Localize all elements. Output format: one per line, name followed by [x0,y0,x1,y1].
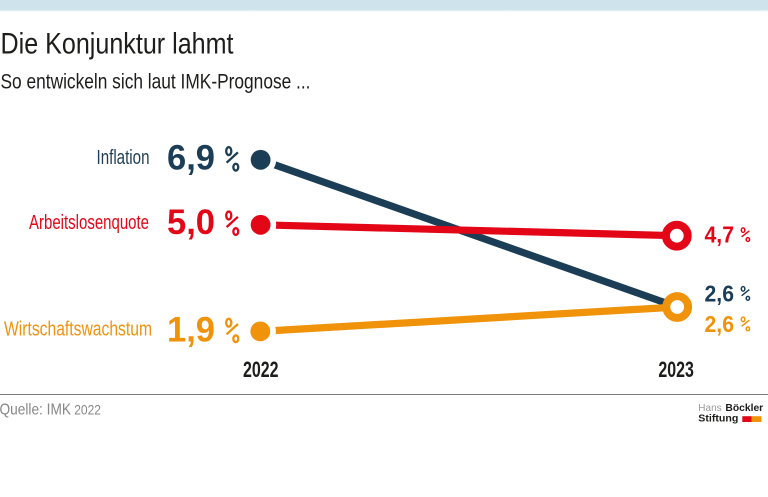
svg-text:6,9: 6,9 [167,139,215,178]
svg-text:So entwickeln sich laut IMK-Pr: So entwickeln sich laut IMK-Prognose ... [1,71,311,94]
svg-text:5,0: 5,0 [167,203,215,242]
svg-text:2,6: 2,6 [705,280,735,306]
svg-text:Quelle: IMK: Quelle: IMK [0,401,71,418]
svg-text:1,9: 1,9 [167,310,215,349]
svg-text:Die Konjunktur lahmt: Die Konjunktur lahmt [1,28,235,61]
svg-text:Hans: Hans [698,403,721,414]
svg-text:Böckler: Böckler [725,403,763,414]
svg-text:Arbeitslosenquote: Arbeitslosenquote [29,212,149,234]
svg-text:Inflation: Inflation [97,147,150,169]
svg-text:Stiftung: Stiftung [698,413,738,424]
svg-text:4,7: 4,7 [705,222,735,248]
svg-text:Wirtschaftswachstum: Wirtschaftswachstum [4,319,152,341]
svg-text:2,6: 2,6 [705,311,735,337]
svg-text:2022: 2022 [243,357,279,382]
svg-text:2022: 2022 [74,402,101,417]
svg-text:2023: 2023 [658,357,694,382]
